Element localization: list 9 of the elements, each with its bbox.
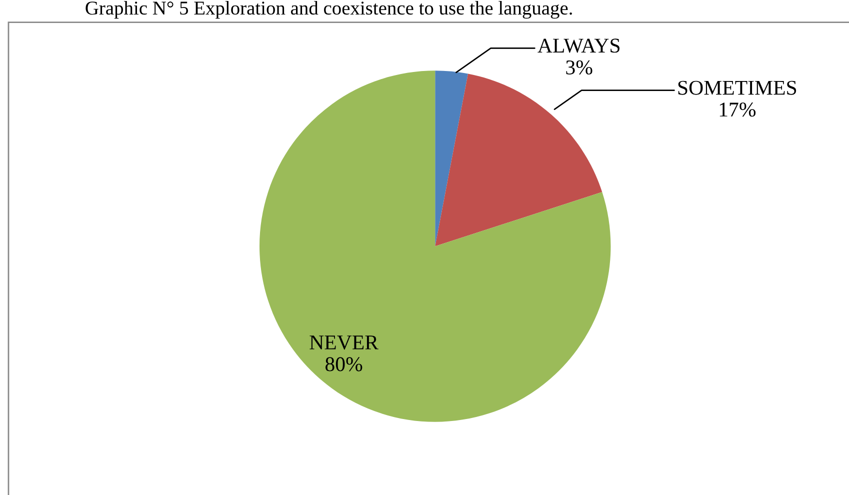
data-label: 80% [326, 357, 362, 372]
slice-label: SOMETIMES [678, 80, 796, 95]
slice-label: ALWAYS [538, 38, 620, 53]
data-label: 17% [720, 102, 756, 117]
chart-title: Graphic N° 5 Exploration and coexistence to use the language. [86, 0, 572, 19]
pie-slice [435, 70, 468, 246]
slice-label: NEVER [310, 336, 378, 350]
data-label: 3% [566, 60, 592, 75]
pie-slice [435, 74, 602, 246]
